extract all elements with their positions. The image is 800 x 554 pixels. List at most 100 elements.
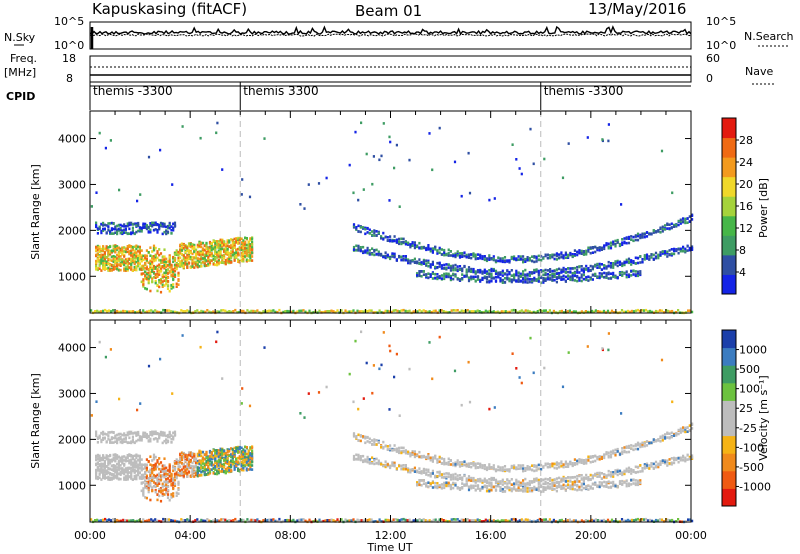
echo-cell — [223, 243, 226, 247]
echo-cell — [124, 250, 127, 253]
echo-cell — [571, 253, 574, 256]
echo-cell — [522, 258, 525, 261]
echo-cell — [98, 245, 101, 249]
echo-cell — [223, 256, 226, 260]
echo-cell — [142, 431, 145, 435]
echo-cell — [483, 268, 486, 272]
echo-cell — [490, 486, 493, 489]
echo-cell — [152, 437, 156, 441]
echo-cell — [230, 256, 233, 260]
echo-cell — [124, 269, 127, 272]
echo-cell — [242, 257, 245, 261]
echo-cell — [643, 235, 646, 239]
echo-cell — [219, 240, 222, 243]
echo-cell — [109, 441, 112, 444]
echo-cell — [452, 277, 455, 281]
echo-cell — [126, 232, 129, 236]
echo-cell — [474, 489, 477, 492]
echo-cell — [216, 260, 219, 264]
echo-cell — [454, 463, 457, 466]
echo-cell — [110, 263, 113, 267]
echo-cell — [124, 437, 127, 440]
echo-cell — [362, 188, 365, 191]
echo-cell — [154, 490, 157, 494]
echo-cell — [371, 462, 374, 465]
echo-cell — [240, 457, 243, 460]
echo-cell — [245, 247, 248, 251]
echo-cell — [454, 268, 457, 272]
echo-cell — [429, 266, 432, 269]
echo-cell — [142, 492, 145, 495]
echo-cell — [186, 309, 189, 312]
echo-cell — [490, 277, 493, 280]
echo-cell — [400, 467, 403, 471]
echo-cell — [110, 436, 113, 439]
echo-cell — [431, 249, 434, 253]
echo-cell — [452, 486, 455, 490]
echo-cell — [102, 436, 105, 440]
echo-cell — [242, 466, 245, 470]
echo-cell — [528, 259, 531, 262]
echo-cell — [562, 278, 565, 281]
echo-cell — [594, 264, 597, 268]
echo-cell — [362, 435, 365, 438]
echo-cell — [206, 309, 209, 312]
echo-cell — [425, 473, 428, 476]
echo-cell — [151, 255, 154, 258]
echo-cell — [449, 485, 452, 489]
echo-cell — [170, 477, 173, 481]
echo-cell — [152, 248, 156, 252]
echo-cell — [98, 476, 101, 479]
echo-cell — [159, 499, 163, 503]
echo-cell — [431, 247, 434, 250]
echo-cell — [449, 254, 452, 257]
echo-cell — [170, 437, 173, 441]
echo-cell — [130, 257, 133, 261]
echo-cell — [147, 477, 150, 480]
echo-cell — [461, 476, 464, 479]
echo-cell — [235, 248, 238, 251]
echo-cell — [147, 251, 150, 254]
echo-cell — [126, 259, 129, 263]
echo-cell — [161, 285, 164, 288]
echo-cell — [625, 241, 628, 245]
echo-cell — [128, 471, 131, 474]
echo-cell — [177, 468, 180, 471]
echo-cell — [427, 276, 430, 279]
echo-cell — [436, 486, 439, 490]
echo-cell — [402, 467, 405, 471]
echo-cell — [461, 462, 464, 466]
beam-title: Beam 01 — [355, 2, 422, 20]
echo-cell — [598, 272, 601, 275]
echo-cell — [189, 245, 192, 249]
echo-cell — [661, 230, 664, 233]
echo-cell — [147, 277, 150, 280]
echo-cell — [163, 284, 166, 287]
echo-cell — [114, 436, 117, 440]
echo-cell — [210, 451, 213, 454]
echo-cell — [212, 263, 215, 266]
echo-cell — [96, 246, 99, 249]
echo-cell — [386, 239, 389, 242]
echo-cell — [121, 252, 124, 256]
echo-cell — [445, 483, 448, 486]
echo-cell — [535, 270, 538, 273]
echo-cell — [452, 481, 455, 485]
echo-cell — [207, 461, 210, 464]
echo-cell — [173, 263, 177, 267]
echo-cell — [191, 474, 194, 477]
echo-cell — [481, 272, 484, 275]
echo-cell — [248, 310, 251, 314]
echo-cell — [436, 273, 439, 276]
echo-cell — [145, 287, 148, 291]
echo-cell — [636, 272, 640, 276]
echo-cell — [186, 455, 189, 459]
y-tick-label: 3000 — [58, 178, 86, 191]
echo-cell — [177, 250, 180, 254]
echo-cell — [166, 224, 170, 228]
echo-cell — [588, 310, 591, 314]
echo-cell — [600, 268, 603, 271]
echo-cell — [245, 258, 248, 262]
echo-cell — [114, 247, 117, 251]
echo-cell — [502, 310, 505, 313]
